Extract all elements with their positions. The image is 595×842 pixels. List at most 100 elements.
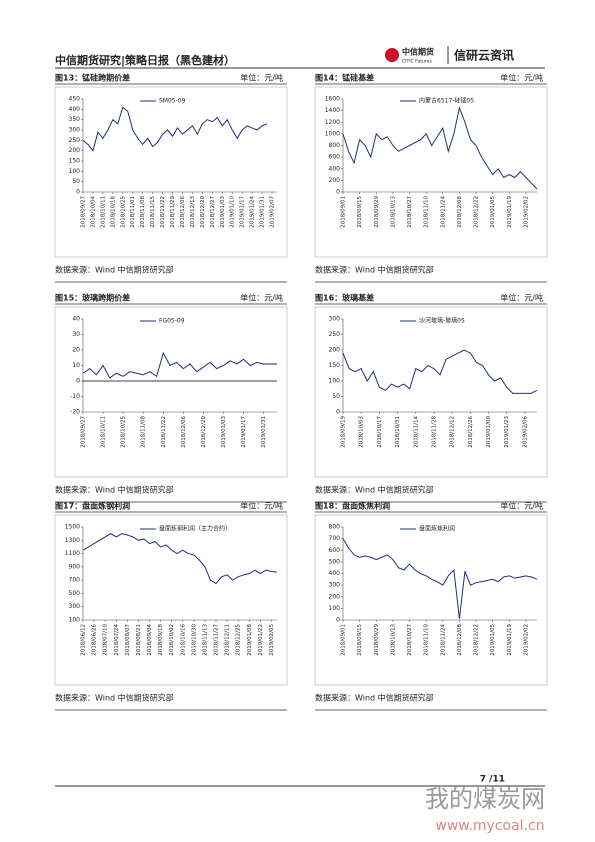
x-tick-label: 2018/10/11 [101,416,107,448]
x-tick-label: 2019/01/19 [507,624,513,656]
x-tick-label: 2018/10/27 [407,624,413,656]
y-tick-label: 0 [336,189,340,196]
x-tick-label: 2019/01/08 [247,624,253,656]
x-tick-label: 2018/08/21 [136,624,142,656]
y-tick-label: 1600 [325,96,340,103]
legend-label: 盘面炼焦利润 [419,525,455,533]
figure-unit: 单位：元/吨 [500,501,543,511]
y-tick-label: 40 [72,316,80,323]
x-tick-label: 2018/09/18 [158,624,164,656]
x-tick-label: 2019/01/31 [261,416,267,448]
logo-en: CITIC Futures [402,59,432,65]
x-tick-label: 2018/11/08 [141,416,147,448]
x-tick-label: 2018/12/06 [180,196,186,228]
figure-title: 图13：锰硅跨期价差 [55,73,130,83]
x-tick-label: 2019/01/23 [504,416,510,448]
y-tick-label: 400 [69,106,81,113]
figure-title: 图18：盘面炼焦利润 [315,501,390,511]
x-tick-label: 2018/12/20 [200,196,206,228]
y-tick-label: 1100 [65,550,80,557]
x-tick-label: 2018/09/27 [81,416,87,448]
y-tick-label: 1200 [325,119,340,126]
legend-label: 内蒙古6517-硅锰05 [419,97,474,105]
figure-title: 图16：玻璃基差 [315,293,374,303]
x-tick-label: 2019/01/24 [250,196,256,228]
x-tick-label: 2018/12/27 [210,196,216,228]
legend-label: FG05-09 [159,318,185,325]
chart-frame [54,306,288,478]
y-tick-label: 30 [72,331,80,338]
y-tick-label: 900 [69,563,81,570]
x-tick-label: 2019/01/19 [507,196,513,228]
y-tick-label: 0 [336,409,340,416]
y-tick-label: 400 [329,570,341,577]
x-tick-label: 2018/12/13 [190,196,196,228]
y-tick-label: 300 [69,603,81,610]
x-tick-label: 2018/10/18 [110,196,116,228]
legend-label: 盘面炼钢利润（主力合约） [159,525,231,533]
x-tick-label: 2018/11/28 [431,416,437,448]
logo-cn: 中信期货 [402,47,434,57]
figure-unit: 单位：元/吨 [500,293,543,303]
y-tick-label: 600 [329,547,341,554]
y-tick-label: 700 [69,577,81,584]
logo-mark [385,48,399,62]
x-tick-label: 2018/09/01 [341,196,347,228]
series-line [82,106,268,152]
y-tick-label: 100 [329,605,341,612]
y-tick-label: 300 [329,582,341,589]
y-tick-label: -20 [70,409,80,416]
x-tick-label: 2018/06/12 [81,624,87,656]
x-tick-label: 2018/07/10 [103,624,109,656]
x-tick-label: 2018/10/25 [120,196,126,228]
x-tick-label: 2018/11/24 [440,196,446,228]
series-line [342,349,538,394]
y-tick-label: 100 [69,617,81,624]
y-tick-label: 400 [329,165,341,172]
x-tick-label: 2018/12/11 [225,624,231,656]
y-tick-label: 150 [69,158,81,165]
x-tick-label: 2018/11/24 [440,624,446,656]
legend-label: SM05-09 [159,98,186,105]
x-tick-label: 2019/02/02 [523,624,529,656]
x-tick-label: 2019/02/06 [522,416,528,448]
y-tick-label: 1000 [325,130,340,137]
x-tick-label: 2018/11/22 [161,416,167,448]
y-tick-label: 300 [69,127,81,134]
x-tick-label: 2019/02/05 [269,624,275,656]
x-tick-label: 2018/06/26 [92,624,98,656]
figure-source: 数据来源：Wind 中信期货研究部 [315,485,434,495]
watermark-url: www.mycoal.cn [435,818,544,834]
figure-source: 数据来源：Wind 中信期货研究部 [55,485,174,495]
y-tick-label: 350 [69,116,81,123]
y-tick-label: 200 [329,593,341,600]
watermark-name: 我的煤炭网 [425,785,545,813]
series-line [342,538,538,619]
figure-title: 图14：锰硅基差 [315,73,374,83]
x-tick-label: 2018/12/22 [474,196,480,228]
x-tick-label: 2018/10/31 [395,416,401,448]
x-tick-label: 2018/10/30 [191,624,197,656]
chart-frame [314,306,548,478]
y-tick-label: 450 [69,96,81,103]
figure-title: 图15：玻璃跨期价差 [55,293,130,303]
figure-source: 数据来源：Wind 中信期货研究部 [55,265,174,275]
y-tick-label: 1500 [65,524,80,531]
series-line [82,351,277,379]
x-tick-label: 2019/01/31 [260,196,266,228]
y-tick-label: 200 [69,147,81,154]
x-tick-label: 2018/10/16 [180,624,186,656]
x-tick-label: 2019/01/03 [221,416,227,448]
y-tick-label: 200 [329,177,341,184]
y-tick-label: -10 [70,393,80,400]
x-tick-label: 2018/09/27 [81,196,87,228]
x-tick-label: 2019/01/22 [258,624,264,656]
x-tick-label: 2018/11/14 [413,416,419,448]
x-tick-label: 2019/02/02 [523,196,529,228]
x-tick-label: 2018/11/22 [160,196,166,228]
chart-frame [54,86,288,258]
figure-source: 数据来源：Wind 中信期货研究部 [315,693,434,703]
x-tick-label: 2018/10/03 [359,416,365,448]
chart-frame [54,514,288,686]
x-tick-label: 2018/09/15 [357,196,363,228]
